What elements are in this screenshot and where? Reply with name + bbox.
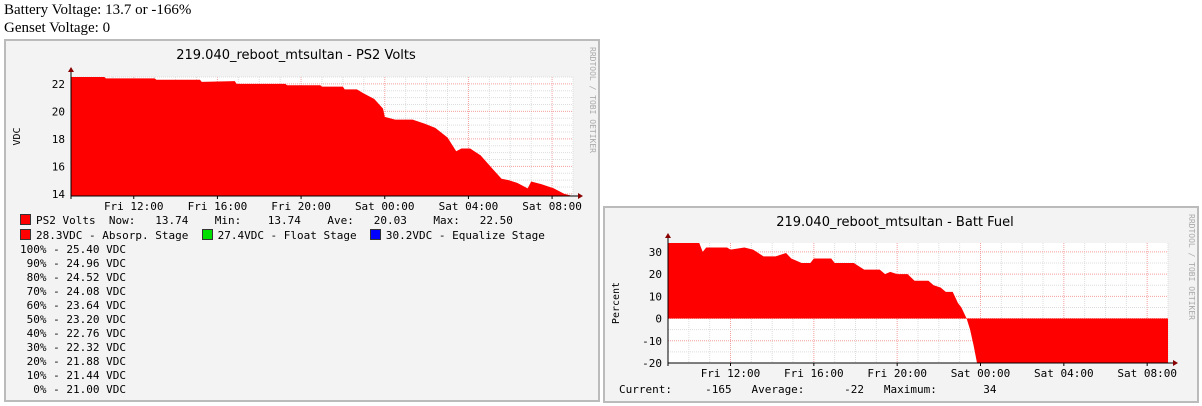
x-tick-label: Fri 20:00 (271, 200, 331, 213)
x-tick-label: Fri 12:00 (701, 367, 761, 380)
watermark-text: RRDTOOL / TOBI OETIKER (588, 47, 597, 153)
soc-row: 0% - 21.00 VDC (20, 383, 126, 396)
x-tick-label: Fri 12:00 (104, 200, 164, 213)
soc-row: 90% - 24.96 VDC (20, 257, 126, 270)
y-tick-label: 20 (649, 268, 662, 281)
x-tick-label: Sat 04:00 (1034, 367, 1094, 380)
batt-fuel-chart: 219.040_reboot_mtsultan - Batt Fuel -20 -1… (611, 214, 1196, 380)
chart-title: 219.040_reboot_mtsultan - Batt Fuel (776, 215, 1014, 230)
soc-row: 50% - 23.20 VDC (20, 313, 126, 326)
soc-row: 30% - 22.32 VDC (20, 341, 126, 354)
ps2-series-legend: PS2 Volts Now: 13.74 Min: 13.74 Ave: 20.… (20, 214, 513, 228)
ps2-volts-graph: 219.040_reboot_mtsultan - PS2 Volts 14 16 1… (4, 39, 600, 402)
soc-row: 70% - 24.08 VDC (20, 285, 126, 298)
y-axis-arrow (665, 233, 671, 238)
x-axis-arrow (1173, 360, 1178, 366)
y-tick-label: 14 (52, 188, 66, 201)
y-tick-label: 22 (52, 78, 65, 91)
x-tick-label: Sat 00:00 (355, 200, 415, 213)
y-axis-label: Percent (611, 282, 622, 324)
series-area (71, 77, 573, 196)
y-tick-label: 10 (649, 290, 662, 303)
battery-voltage-text: Battery Voltage: 13.7 or -166% (4, 2, 192, 18)
ps2-stats: PS2 Volts Now: 13.74 Min: 13.74 Ave: 20.… (36, 214, 513, 227)
ps2-volts-chart: 219.040_reboot_mtsultan - PS2 Volts 14 16 1… (12, 47, 597, 213)
y-tick-label: -20 (642, 357, 662, 370)
x-tick-label: Fri 16:00 (188, 200, 248, 213)
soc-row: 80% - 24.52 VDC (20, 271, 126, 284)
y-tick-label: -10 (642, 335, 662, 348)
chart-title: 219.040_reboot_mtsultan - PS2 Volts (176, 48, 416, 63)
stage-swatch (201, 229, 213, 240)
stage-legend: 28.3VDC - Absorp. Stage 27.4VDC - Float … (20, 229, 558, 243)
x-tick-label: Sat 04:00 (439, 200, 499, 213)
x-axis-arrow (578, 193, 583, 199)
stage-label: 27.4VDC - Float Stage (217, 229, 370, 242)
soc-table: 100% - 25.40 VDC 90% - 24.96 VDC 80% - 2… (20, 243, 126, 397)
x-tick-label: Sat 08:00 (1117, 367, 1177, 380)
y-tick-label: 18 (52, 133, 65, 146)
stage-label: 28.3VDC - Absorp. Stage (36, 229, 202, 242)
x-tick-label: Sat 00:00 (951, 367, 1011, 380)
y-axis-label: VDC (12, 127, 23, 145)
y-tick-label: 0 (655, 313, 662, 326)
x-tick-label: Fri 20:00 (867, 367, 927, 380)
soc-row: 20% - 21.88 VDC (20, 355, 126, 368)
stage-label: 30.2VDC - Equalize Stage (385, 229, 559, 242)
y-axis-arrow (68, 67, 74, 72)
y-tick-label: 30 (649, 246, 662, 259)
stage-swatch (20, 229, 31, 240)
x-tick-label: Fri 16:00 (784, 367, 844, 380)
soc-row: 100% - 25.40 VDC (20, 243, 126, 256)
y-tick-label: 20 (52, 105, 65, 118)
soc-row: 40% - 22.76 VDC (20, 327, 126, 340)
fuel-footer: Current: -165 Average: -22 Maximum: 34 (619, 383, 997, 396)
y-tick-label: 16 (52, 160, 65, 173)
x-tick-label: Sat 08:00 (522, 200, 582, 213)
soc-row: 10% - 21.44 VDC (20, 369, 126, 382)
series-area (668, 243, 1168, 363)
batt-fuel-graph: 219.040_reboot_mtsultan - Batt Fuel -20 -1… (603, 206, 1199, 403)
soc-row: 60% - 23.64 VDC (20, 299, 126, 312)
stage-swatch (369, 229, 381, 240)
watermark-text: RRDTOOL / TOBI OETIKER (1187, 214, 1196, 320)
ps2-swatch (20, 214, 31, 225)
genset-voltage-text: Genset Voltage: 0 (4, 20, 111, 36)
